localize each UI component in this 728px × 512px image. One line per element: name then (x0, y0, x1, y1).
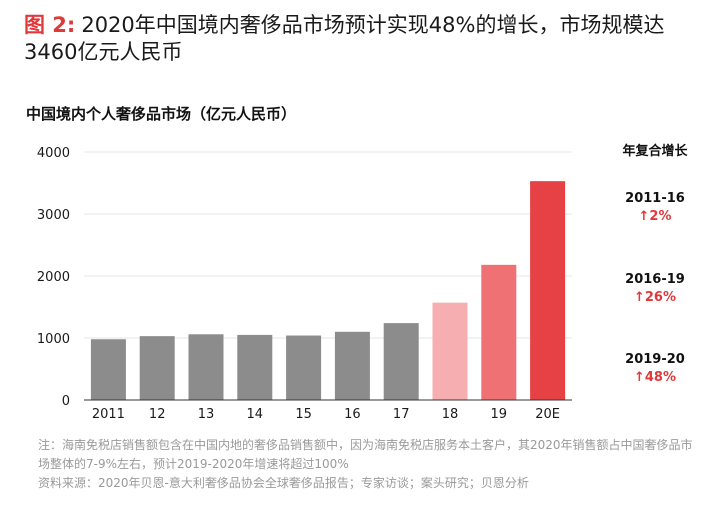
bar-16 (334, 331, 370, 400)
bar-14 (237, 334, 273, 400)
chart-headline: 图 2: 2020年中国境内奢侈品市场预计实现48%的增长，市场规模达3460亿元… (24, 12, 704, 66)
cagr-value: ↑2% (638, 209, 672, 224)
headline-text: 2020年中国境内奢侈品市场预计实现48%的增长，市场规模达3460亿元人民币 (24, 13, 665, 64)
bar-19 (481, 264, 517, 400)
cagr-item-2016-19: 2016-19 ↑26% (600, 271, 710, 307)
x-tick-label: 16 (344, 407, 361, 422)
bar-17 (383, 323, 419, 400)
bar-20E (530, 181, 566, 400)
bar-12 (139, 336, 175, 400)
cagr-period: 2016-19 (625, 272, 685, 287)
footnote: 注：海南免税店销售额包含在中国内地的奢侈品销售额中，因为海南免税店服务本土客户，… (38, 436, 704, 493)
cagr-period: 2011-16 (625, 191, 685, 206)
cagr-header: 年复合增长 (622, 144, 688, 159)
x-tick-label: 13 (198, 407, 215, 422)
x-tick-label: 18 (442, 407, 459, 422)
x-tick-label: 14 (247, 407, 264, 422)
cagr-value: ↑48% (633, 370, 676, 385)
x-tick-label: 12 (149, 407, 166, 422)
bar-15 (286, 335, 322, 400)
x-tick-label: 17 (393, 407, 410, 422)
x-tick-label: 2011 (92, 407, 125, 422)
bar-18 (432, 302, 468, 400)
y-tick-label: 1000 (37, 332, 70, 347)
footnote-source: 资料来源：2020年贝恩-意大利奢侈品协会全球奢侈品报告；专家访谈；案头研究；贝… (38, 476, 529, 490)
chart-title: 中国境内个人奢侈品市场（亿元人民币） (26, 105, 297, 123)
y-tick-label: 0 (62, 394, 70, 409)
bar-chart: 0 1000 2000 3000 4000 2011 12 13 14 15 16 17 18 19 20E (37, 146, 572, 422)
cagr-value: ↑26% (633, 290, 676, 305)
x-tick-label: 20E (535, 407, 560, 422)
x-tick-label: 15 (295, 407, 312, 422)
y-tick-label: 3000 (37, 208, 70, 223)
cagr-period: 2019-20 (625, 352, 685, 367)
figure-label: 图 2: (24, 13, 76, 37)
y-tick-label: 4000 (37, 146, 70, 161)
cagr-item-2011-16: 2011-16 ↑2% (600, 190, 710, 226)
y-tick-label: 2000 (37, 270, 70, 285)
bar-13 (188, 334, 224, 400)
bar-2011 (90, 339, 126, 400)
cagr-item-2019-20: 2019-20 ↑48% (600, 351, 710, 387)
footnote-note: 注：海南免税店销售额包含在中国内地的奢侈品销售额中，因为海南免税店服务本土客户，… (38, 438, 693, 471)
x-tick-label: 19 (491, 407, 508, 422)
